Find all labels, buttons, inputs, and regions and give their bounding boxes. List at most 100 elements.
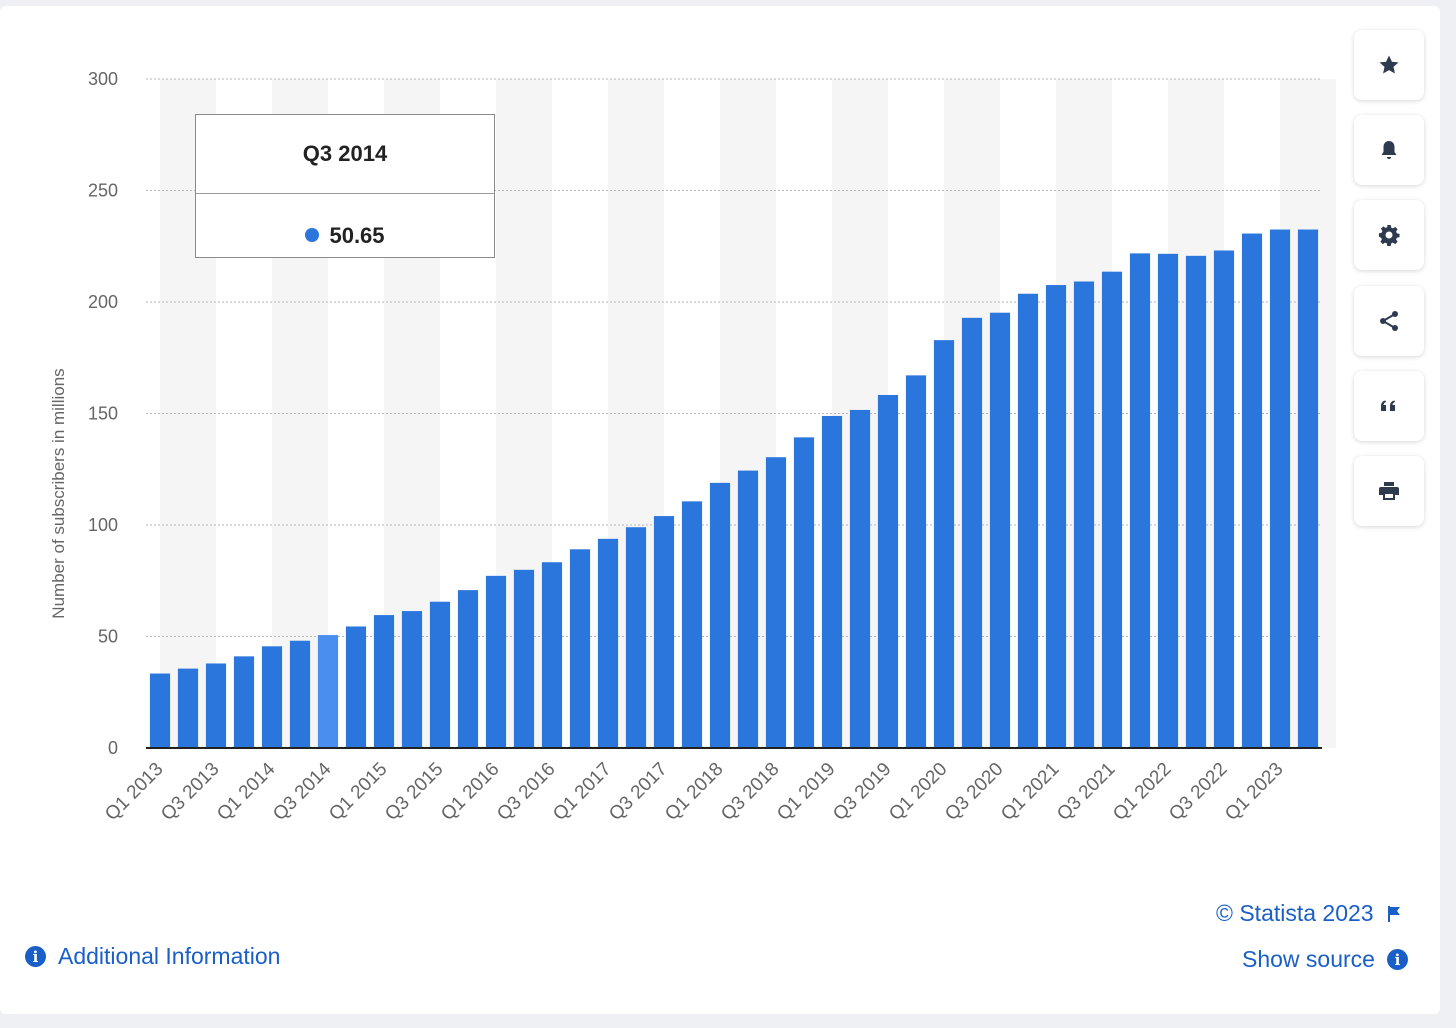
tooltip: Q3 2014 50.65 (195, 114, 495, 258)
bar-q3-2015[interactable] (429, 601, 451, 748)
show-source-text: Show source (1242, 946, 1375, 972)
bar-q1-2019[interactable] (821, 415, 843, 748)
bar-q1-2021[interactable] (1045, 285, 1067, 748)
bar-q3-2021[interactable] (1101, 271, 1123, 748)
x-tick-label: Q3 2020 (941, 759, 1007, 825)
bar-q1-2013[interactable] (149, 673, 171, 748)
tooltip-value: 50.65 (329, 223, 385, 248)
bar-q1-2016[interactable] (485, 575, 507, 748)
bar-q2-2020[interactable] (961, 317, 983, 748)
bar-q2-2015[interactable] (401, 611, 423, 748)
bar-q4-2018[interactable] (793, 437, 815, 748)
copyright-link[interactable]: © Statista 2023 (1216, 900, 1402, 927)
star-icon (1379, 55, 1399, 74)
bar-q3-2019[interactable] (877, 394, 899, 748)
bar-q2-2019[interactable] (849, 409, 871, 748)
tooltip-value-row: 50.65 (196, 194, 494, 258)
y-tick-label: 0 (108, 738, 118, 758)
favorite-button[interactable] (1354, 30, 1424, 100)
bell-icon (1381, 141, 1397, 159)
bar-q3-2016[interactable] (541, 562, 563, 748)
bar-q2-2023[interactable] (1297, 229, 1319, 748)
x-tick-label: Q1 2014 (213, 758, 280, 825)
x-tick-label: Q1 2017 (549, 759, 615, 825)
x-tick-label: Q3 2017 (605, 759, 671, 825)
additional-information-link[interactable]: i Additional Information (25, 943, 280, 970)
x-tick-label: Q3 2016 (493, 759, 559, 825)
bar-q1-2023[interactable] (1269, 229, 1291, 748)
y-tick-label: 250 (88, 181, 118, 201)
series-dot (305, 228, 320, 242)
cite-button[interactable] (1354, 371, 1424, 441)
y-axis-title: Number of subscribers in millions (49, 368, 68, 618)
x-tick-label: Q1 2018 (661, 759, 727, 825)
bar-q2-2017[interactable] (625, 527, 647, 748)
info-icon: i (25, 946, 46, 967)
y-tick-label: 50 (98, 627, 118, 647)
flag-icon (1387, 905, 1400, 922)
bar-q2-2016[interactable] (513, 569, 535, 748)
print-icon (1379, 482, 1399, 500)
x-tick-label: Q1 2019 (773, 759, 839, 825)
bar-q2-2018[interactable] (737, 470, 759, 748)
x-tick-label: Q1 2016 (437, 759, 503, 825)
x-tick-label: Q1 2013 (101, 759, 167, 825)
bar-q3-2020[interactable] (989, 312, 1011, 748)
bar-q4-2022[interactable] (1241, 233, 1263, 748)
bar-q4-2020[interactable] (1017, 293, 1039, 748)
bar-q2-2021[interactable] (1073, 281, 1095, 748)
y-axis-labels: 0 50 100 150 200 250 300 (88, 69, 118, 758)
bar-q3-2013[interactable] (205, 663, 227, 748)
bar-q4-2014[interactable] (345, 626, 367, 748)
y-tick-label: 100 (88, 515, 118, 535)
print-button[interactable] (1354, 456, 1424, 526)
bar-q4-2016[interactable] (569, 549, 591, 748)
x-tick-label: Q3 2018 (717, 759, 783, 825)
x-tick-label: Q1 2015 (325, 759, 391, 825)
bar-q1-2022[interactable] (1157, 253, 1179, 748)
bar-q3-2018[interactable] (765, 457, 787, 748)
gear-icon (1379, 225, 1400, 246)
x-tick-label: Q3 2021 (1053, 759, 1119, 825)
x-tick-label: Q3 2019 (829, 759, 895, 825)
y-tick-label: 150 (88, 404, 118, 424)
bar-q2-2013[interactable] (177, 668, 199, 748)
quote-icon (1381, 400, 1395, 411)
x-tick-label: Q3 2022 (1165, 759, 1231, 825)
settings-button[interactable] (1354, 200, 1424, 270)
y-tick-label: 200 (88, 292, 118, 312)
bar-q4-2019[interactable] (905, 375, 927, 748)
x-tick-label: Q3 2014 (269, 758, 336, 825)
show-source-link[interactable]: Show source i (1242, 946, 1408, 973)
x-tick-label: Q1 2021 (997, 759, 1063, 825)
x-tick-label: Q1 2023 (1221, 759, 1287, 825)
bar-q2-2022[interactable] (1185, 255, 1207, 749)
x-tick-label: Q3 2013 (157, 759, 223, 825)
share-button[interactable] (1354, 286, 1424, 356)
bar-q4-2021[interactable] (1129, 253, 1151, 749)
x-tick-label: Q3 2015 (381, 759, 447, 825)
bar-q1-2017[interactable] (597, 538, 619, 748)
bar-q3-2017[interactable] (653, 516, 675, 748)
bar-q1-2018[interactable] (709, 482, 731, 748)
bars (149, 229, 1319, 749)
bar-q4-2013[interactable] (233, 656, 255, 748)
share-icon (1380, 311, 1398, 331)
bar-q1-2020[interactable] (933, 340, 955, 748)
info-icon: i (1386, 949, 1408, 970)
x-tick-label: Q1 2022 (1109, 759, 1175, 825)
bar-q3-2022[interactable] (1213, 250, 1235, 748)
bar-q1-2015[interactable] (373, 615, 395, 748)
bar-q1-2014[interactable] (261, 646, 283, 748)
additional-information-text: Additional Information (58, 943, 281, 969)
copyright-text: © Statista 2023 (1216, 900, 1374, 926)
notification-button[interactable] (1354, 115, 1424, 185)
bar-q2-2014[interactable] (289, 640, 311, 748)
bar-q3-2014[interactable] (317, 635, 339, 748)
bar-q4-2017[interactable] (681, 501, 703, 748)
x-tick-label: Q1 2020 (885, 759, 951, 825)
y-tick-label: 300 (88, 69, 118, 89)
tooltip-title: Q3 2014 (196, 115, 494, 194)
bar-q4-2015[interactable] (457, 590, 479, 748)
